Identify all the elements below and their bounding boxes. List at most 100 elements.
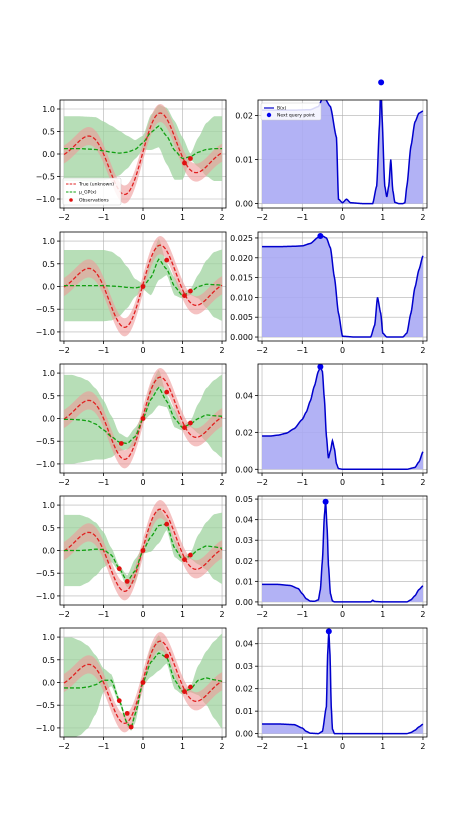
y-tick-label: 0.02 (235, 111, 253, 120)
legend-marker-observations (69, 198, 73, 202)
x-tick-label: 0 (140, 213, 145, 222)
acq-plot-area (262, 631, 424, 735)
observation-point (116, 698, 122, 704)
y-tick-label: 0.015 (230, 274, 253, 283)
x-tick-label: 2 (420, 478, 425, 487)
acquisition-line (262, 365, 424, 471)
observation-point (182, 557, 187, 562)
next-query-point (378, 79, 385, 86)
y-tick-label: 0.0 (42, 547, 55, 556)
x-tick-label: −2 (58, 610, 70, 619)
acquisition-fill (262, 100, 423, 204)
posterior-mean-line (63, 652, 223, 730)
y-tick-label: 0.03 (235, 536, 253, 545)
observation-point (164, 257, 170, 263)
acquisition-panel-row-4: −2 −1 0 1 2 0.00 0.01 0.02 0.03 0.04 0.05 (235, 495, 428, 619)
x-tick-label: 1 (380, 742, 385, 751)
y-tick-label: −0.5 (36, 173, 55, 182)
x-tick-label: −1 (296, 213, 308, 222)
x-tick-label: 2 (420, 742, 425, 751)
y-tick-label: 0.00 (235, 598, 253, 607)
y-tick-label: −0.5 (36, 437, 55, 446)
x-tick-label: −2 (58, 478, 70, 487)
y-tick-label: 0.5 (42, 524, 55, 533)
x-tick-label: 0 (140, 742, 145, 751)
observation-point (164, 389, 170, 395)
y-tick-label: 0.0 (42, 150, 55, 159)
y-tick-label: 0.05 (235, 495, 253, 504)
y-tick-label: −1.0 (36, 460, 55, 469)
observation-point (188, 552, 193, 558)
x-tick-label: 2 (220, 610, 225, 619)
y-tick-label: 0.0 (42, 415, 55, 424)
observation-point (140, 680, 146, 685)
y-tick-label: 0.000 (230, 333, 253, 342)
gp-plot-area (63, 104, 223, 204)
acq-plot-area (262, 235, 424, 338)
legend-label: B(x) (277, 106, 287, 112)
y-tick-label: 0.0 (42, 679, 55, 688)
x-tick-label: 1 (180, 346, 185, 355)
x-tick-label: 1 (380, 346, 385, 355)
observation-point (116, 566, 122, 572)
y-tick-label: −1.0 (36, 592, 55, 601)
observation-point (164, 521, 170, 527)
legend-box (260, 102, 322, 121)
gp-panel-row-1: −2 −1 0 1 2 −1.0 −0.5 0.0 0.5 1.0 True (unknown) μ_… (36, 99, 227, 222)
x-tick-label: −2 (256, 478, 268, 487)
y-tick-label: 0.03 (235, 662, 253, 671)
y-tick-label: 0.00 (235, 465, 253, 474)
y-tick-label: 0.01 (235, 577, 253, 586)
observation-point (128, 724, 134, 730)
y-tick-label: 0.04 (235, 516, 253, 525)
x-tick-label: 0 (340, 213, 345, 222)
gp-plot-area (63, 500, 223, 601)
x-tick-label: 1 (380, 213, 385, 222)
acquisition-fill (262, 501, 423, 602)
x-tick-label: 1 (380, 478, 385, 487)
x-tick-label: −1 (98, 213, 110, 222)
x-tick-label: 2 (220, 478, 225, 487)
x-tick-label: 2 (420, 213, 425, 222)
observation-point (182, 689, 187, 694)
gp-panel-row-2: −2 −1 0 1 2 −1.0 −0.5 0.0 0.5 1.0 (36, 231, 227, 355)
x-tick-label: −1 (296, 346, 308, 355)
observation-point (182, 425, 187, 430)
observation-point (140, 416, 146, 421)
x-tick-label: −1 (296, 478, 308, 487)
y-tick-label: 0.00 (235, 200, 253, 209)
x-tick-label: 2 (220, 346, 225, 355)
acq-plot-area (262, 501, 424, 603)
x-tick-label: 2 (220, 213, 225, 222)
x-tick-label: −2 (256, 213, 268, 222)
acquisition-panel-row-1: −2 −1 0 1 2 0.00 0.01 0.02 B(x)Next query point (235, 79, 428, 222)
y-tick-label: −0.5 (36, 701, 55, 710)
y-tick-label: 0.005 (230, 313, 253, 322)
acquisition-line (262, 501, 424, 603)
y-tick-label: 0.025 (230, 234, 253, 243)
y-tick-label: 0.5 (42, 260, 55, 269)
legend-marker-next-point (266, 112, 272, 118)
acquisition-line (262, 235, 424, 338)
y-tick-label: 0.01 (235, 707, 253, 716)
next-query-point (317, 363, 324, 370)
acquisition-panel-row-3: −2 −1 0 1 2 0.00 0.02 0.04 (235, 363, 428, 487)
y-tick-label: 1.0 (42, 369, 55, 378)
legend-label: μ_GP(x) (79, 190, 97, 196)
observation-point (124, 578, 130, 584)
y-tick-label: 0.02 (235, 685, 253, 694)
gp-panel-row-5: −2 −1 0 1 2 −1.0 −0.5 0.0 0.5 1.0 (36, 627, 227, 751)
x-tick-label: 0 (140, 610, 145, 619)
x-tick-label: −2 (256, 610, 268, 619)
observation-point (124, 710, 130, 716)
x-tick-label: 1 (180, 213, 185, 222)
x-tick-label: 2 (420, 346, 425, 355)
observation-point (188, 288, 193, 294)
y-tick-label: −1.0 (36, 328, 55, 337)
posterior-band (63, 238, 223, 322)
x-tick-label: −1 (98, 346, 110, 355)
y-tick-label: 0.02 (235, 557, 253, 566)
y-tick-label: 0.04 (235, 640, 253, 649)
observation-point (140, 284, 146, 289)
acquisition-fill (262, 366, 423, 470)
